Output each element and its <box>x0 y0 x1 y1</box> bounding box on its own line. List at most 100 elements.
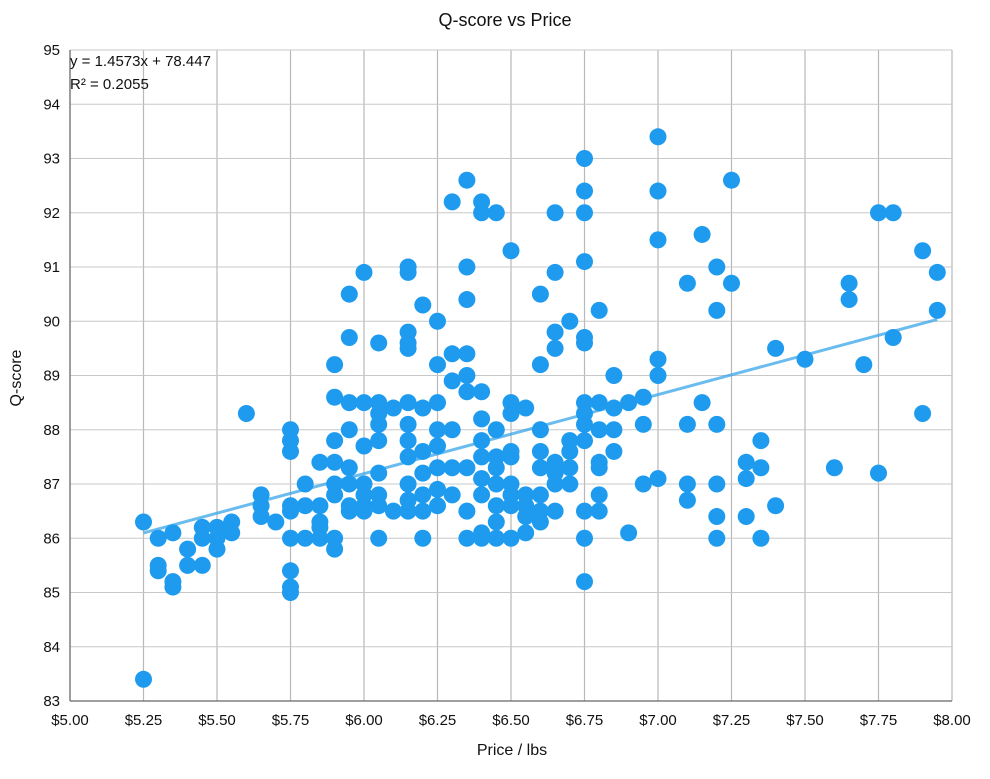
data-point <box>429 480 446 498</box>
data-point <box>355 263 373 281</box>
data-point <box>458 367 476 384</box>
data-point <box>678 475 696 493</box>
data-point <box>414 442 432 460</box>
data-point <box>634 415 652 433</box>
data-point <box>443 421 461 439</box>
data-point <box>458 383 476 401</box>
data-point <box>311 529 329 547</box>
data-point <box>708 258 726 276</box>
y-axis-title: Q-score <box>8 349 25 406</box>
data-point <box>576 253 593 271</box>
data-point <box>634 388 652 406</box>
trendline-equation: y = 1.4573x + 78.447 <box>70 53 211 70</box>
data-point <box>296 529 314 547</box>
data-point <box>370 415 388 433</box>
data-point <box>517 524 535 542</box>
data-point <box>855 356 873 374</box>
data-point <box>414 502 432 520</box>
x-tick-label: $6.00 <box>345 712 383 729</box>
plot-frame <box>69 50 952 702</box>
data-point <box>399 502 417 520</box>
data-point <box>443 193 461 211</box>
data-point <box>443 486 461 504</box>
data-point <box>414 296 432 314</box>
data-point <box>429 459 446 477</box>
data-point <box>693 394 711 412</box>
data-point <box>590 459 608 477</box>
data-point <box>576 182 593 200</box>
data-point <box>164 524 182 542</box>
y-tick-labels: 83 84 85 86 87 88 89 90 91 92 93 94 95 <box>43 42 60 710</box>
data-point <box>193 529 211 547</box>
data-point <box>678 491 696 509</box>
data-point <box>399 394 417 412</box>
data-point <box>473 432 491 450</box>
data-point <box>135 513 152 531</box>
y-tick-label: 87 <box>43 476 60 493</box>
x-tick-label: $8.00 <box>933 712 971 729</box>
data-point <box>531 285 549 303</box>
data-point <box>340 502 358 520</box>
x-axis-title: Price / lbs <box>477 742 547 759</box>
data-point <box>282 584 299 601</box>
data-point <box>531 421 549 439</box>
data-point <box>752 529 770 547</box>
y-tick-label: 92 <box>43 205 60 222</box>
data-point <box>576 502 593 520</box>
data-point <box>708 301 726 319</box>
data-point <box>737 453 755 471</box>
data-point <box>487 513 505 531</box>
data-point <box>399 448 417 466</box>
data-point <box>546 502 564 520</box>
data-point <box>620 394 638 412</box>
data-point <box>252 508 270 526</box>
data-point <box>737 470 755 488</box>
data-point <box>825 459 843 477</box>
data-point <box>870 204 887 222</box>
data-point <box>678 274 696 292</box>
data-point <box>576 204 593 222</box>
data-point <box>531 442 549 460</box>
data-point <box>884 329 902 347</box>
data-point <box>399 415 417 433</box>
data-point <box>237 404 255 422</box>
data-point <box>531 486 549 504</box>
data-point <box>649 128 667 146</box>
data-point <box>590 394 608 412</box>
data-point <box>193 556 211 574</box>
y-tick-label: 86 <box>43 530 60 547</box>
x-tick-label: $6.50 <box>492 712 530 729</box>
data-point <box>531 459 549 477</box>
data-point <box>502 497 520 515</box>
data-point <box>649 182 667 200</box>
data-point <box>399 432 417 450</box>
x-tick-label: $5.00 <box>51 712 89 729</box>
data-point <box>767 497 785 515</box>
data-point <box>870 464 887 482</box>
data-point <box>429 497 446 515</box>
data-point <box>561 459 579 477</box>
data-point <box>458 529 476 547</box>
data-point <box>311 497 329 515</box>
y-tick-label: 91 <box>43 259 60 276</box>
data-point <box>399 339 417 357</box>
data-point <box>458 291 476 309</box>
data-point <box>473 529 491 547</box>
x-tick-label: $5.75 <box>272 712 310 729</box>
data-point <box>737 508 755 526</box>
y-tick-label: 90 <box>43 313 60 330</box>
data-point <box>473 470 491 488</box>
data-point <box>649 350 667 368</box>
data-point <box>179 556 197 574</box>
data-point <box>429 394 446 412</box>
data-point <box>884 204 902 222</box>
x-tick-label: $5.50 <box>198 712 236 729</box>
gridlines <box>69 49 953 702</box>
data-point <box>723 171 740 189</box>
data-point <box>282 562 299 580</box>
data-point <box>561 475 579 493</box>
data-point <box>517 508 535 526</box>
data-point <box>590 301 608 319</box>
data-point <box>928 263 946 281</box>
